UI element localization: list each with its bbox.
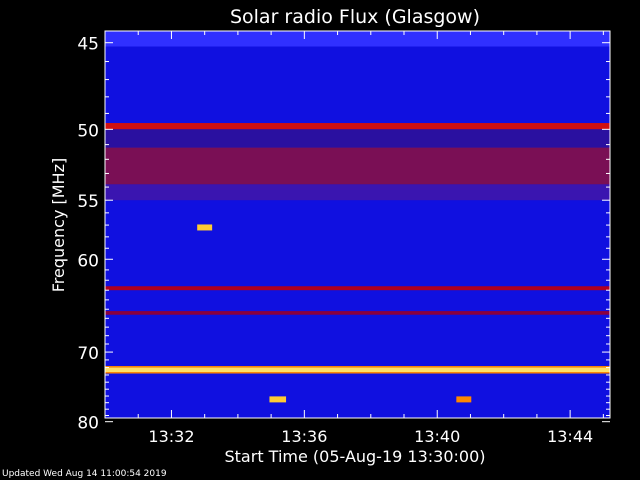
radio-burst xyxy=(456,396,472,403)
plot-frame xyxy=(104,30,611,419)
emission-band xyxy=(105,123,610,130)
x-axis-label: Start Time (05-Aug-19 13:30:00) xyxy=(225,447,486,466)
emission-band xyxy=(105,311,610,315)
radio-burst xyxy=(269,396,287,403)
emission-band xyxy=(105,366,610,368)
y-tick-label: 45 xyxy=(77,35,99,55)
y-tick-label: 55 xyxy=(77,192,99,212)
spectrogram-background xyxy=(105,31,610,418)
emission-band xyxy=(105,372,610,374)
axes: 45 50 55 60 70 80 13:32 13:36 13:40 13:44 xyxy=(77,30,611,446)
emission-band xyxy=(105,367,610,373)
emission-band xyxy=(105,147,610,185)
updated-timestamp: Updated Wed Aug 14 11:00:54 2019 xyxy=(2,469,167,479)
x-tick-label: 13:44 xyxy=(547,427,593,446)
x-tick-label: 13:40 xyxy=(414,427,460,446)
chart-title: Solar radio Flux (Glasgow) xyxy=(230,6,480,28)
emission-band xyxy=(105,286,610,291)
y-axis-label: Frequency [MHz] xyxy=(49,158,68,292)
radio-burst xyxy=(197,224,213,231)
y-tick-label: 70 xyxy=(77,344,99,364)
plot-area xyxy=(105,31,610,418)
emission-band xyxy=(105,31,610,47)
x-tick-label: 13:36 xyxy=(281,427,327,446)
emission-band xyxy=(105,129,610,148)
spectrogram-chart: Solar radio Flux (Glasgow) 45 50 55 60 70 80 1… xyxy=(49,6,611,466)
emission-band xyxy=(105,184,610,201)
y-tick-label: 50 xyxy=(77,121,99,141)
x-tick-label: 13:32 xyxy=(148,427,194,446)
y-tick-label: 80 xyxy=(77,414,99,434)
y-tick-label: 60 xyxy=(77,251,99,271)
